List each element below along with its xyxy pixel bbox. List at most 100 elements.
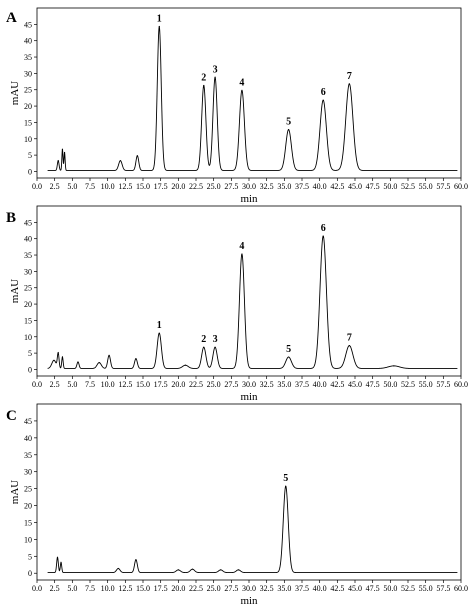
x-tick-label: 5.0	[67, 182, 77, 191]
x-tick-label: 35.0	[277, 584, 291, 593]
x-tick-label: 25.0	[207, 182, 221, 191]
x-tick-label: 50.0	[383, 380, 397, 389]
y-tick-label: 15	[24, 316, 32, 325]
peak-label-2: 2	[201, 334, 206, 345]
y-tick-label: 30	[24, 468, 32, 477]
y-tick-label: 10	[24, 333, 32, 342]
x-tick-label: 60.0	[454, 182, 468, 191]
x-tick-label: 2.5	[50, 182, 60, 191]
peak-label-6: 6	[321, 223, 326, 234]
x-tick-label: 60.0	[454, 584, 468, 593]
peak-label-3: 3	[213, 334, 218, 345]
peak-point	[108, 354, 110, 357]
panel-letter: B	[6, 210, 16, 226]
peak-point	[77, 361, 79, 363]
peak-label-7: 7	[347, 333, 352, 344]
y-tick-label: 35	[24, 251, 32, 260]
x-tick-label: 57.5	[436, 182, 450, 191]
x-tick-label: 47.5	[366, 380, 380, 389]
x-tick-label: 0.0	[32, 584, 42, 593]
y-tick-label: 35	[24, 451, 32, 460]
y-tick-label: 10	[24, 535, 32, 544]
x-tick-label: 55.0	[419, 182, 433, 191]
x-tick-label: 32.5	[260, 380, 274, 389]
y-tick-label: 45	[24, 218, 32, 227]
x-tick-label: 22.5	[189, 182, 203, 191]
y-tick-label: 45	[24, 417, 32, 426]
peak-point	[53, 359, 55, 361]
peak-point	[241, 89, 243, 91]
x-tick-label: 37.5	[295, 584, 309, 593]
peak-point	[61, 356, 64, 358]
y-axis-title: mAU	[9, 480, 21, 505]
x-tick-label: 17.5	[154, 584, 168, 593]
x-tick-label: 10.0	[101, 584, 115, 593]
panel-letter: C	[6, 408, 17, 424]
x-tick-label: 42.5	[330, 182, 344, 191]
x-axis-title: min	[240, 391, 258, 403]
x-tick-label: 5.0	[67, 584, 77, 593]
x-tick-label: 52.5	[401, 182, 415, 191]
x-tick-label: 45.0	[348, 182, 362, 191]
x-tick-label: 22.5	[189, 380, 203, 389]
x-tick-label: 2.5	[50, 380, 60, 389]
chart-panel-c: C 0 5 10 15 20 25 30 35 40 45 0.0 2.5 5.0 7.5 10.0 12.5 1…	[6, 403, 468, 607]
peak-point	[348, 344, 350, 347]
x-tick-label: 57.5	[436, 380, 450, 389]
x-tick-label: 2.5	[50, 584, 60, 593]
peak-point	[135, 358, 137, 360]
x-tick-label: 27.5	[224, 584, 238, 593]
y-tick-label: 35	[24, 53, 32, 62]
x-axis-title: min	[240, 595, 258, 607]
x-tick-label: 45.0	[348, 584, 362, 593]
x-tick-label: 27.5	[224, 182, 238, 191]
x-tick-label: 52.5	[401, 380, 415, 389]
peak-point	[214, 76, 216, 78]
y-tick-label: 30	[24, 69, 32, 78]
x-tick-label: 40.0	[313, 584, 327, 593]
x-tick-label: 12.5	[118, 584, 132, 593]
peak-point	[117, 567, 119, 570]
peak-label-5: 5	[286, 117, 291, 128]
x-tick-label: 7.5	[85, 182, 95, 191]
peak-label-3: 3	[213, 64, 218, 75]
peak-point	[57, 160, 59, 162]
peak-point	[322, 235, 324, 237]
x-tick-label: 32.5	[260, 182, 274, 191]
peak-label-1: 1	[157, 14, 162, 25]
x-tick-label: 17.5	[154, 182, 168, 191]
x-tick-label: 32.5	[260, 584, 274, 593]
peak-point	[158, 26, 160, 28]
x-tick-label: 50.0	[383, 182, 397, 191]
peak-point	[57, 352, 59, 354]
x-tick-label: 45.0	[348, 380, 362, 389]
x-tick-label: 12.5	[118, 380, 132, 389]
peak-point	[184, 364, 186, 366]
peak-point	[203, 84, 205, 87]
x-tick-label: 10.0	[101, 380, 115, 389]
y-tick-label: 10	[24, 135, 32, 144]
x-tick-label: 42.5	[330, 584, 344, 593]
chromatogram-trace	[47, 235, 458, 369]
peak-point	[241, 253, 243, 255]
peak-label-4: 4	[239, 77, 244, 88]
x-tick-label: 30.0	[242, 584, 256, 593]
x-tick-label: 55.0	[419, 380, 433, 389]
x-tick-label: 17.5	[154, 380, 168, 389]
y-tick-label: 0	[28, 569, 32, 578]
x-tick-label: 37.5	[295, 182, 309, 191]
plot-frame	[36, 403, 462, 581]
peak-label-4: 4	[239, 241, 244, 252]
peak-point	[191, 568, 194, 570]
y-tick-label: 30	[24, 267, 32, 276]
x-tick-label: 0.0	[32, 182, 42, 191]
peak-point	[237, 569, 239, 571]
x-tick-label: 7.5	[85, 380, 95, 389]
x-tick-label: 27.5	[224, 380, 238, 389]
peak-point	[285, 485, 287, 487]
y-tick-label: 20	[24, 102, 32, 111]
plot-frame	[36, 205, 462, 377]
y-tick-label: 40	[24, 235, 32, 244]
x-tick-label: 5.0	[67, 380, 77, 389]
